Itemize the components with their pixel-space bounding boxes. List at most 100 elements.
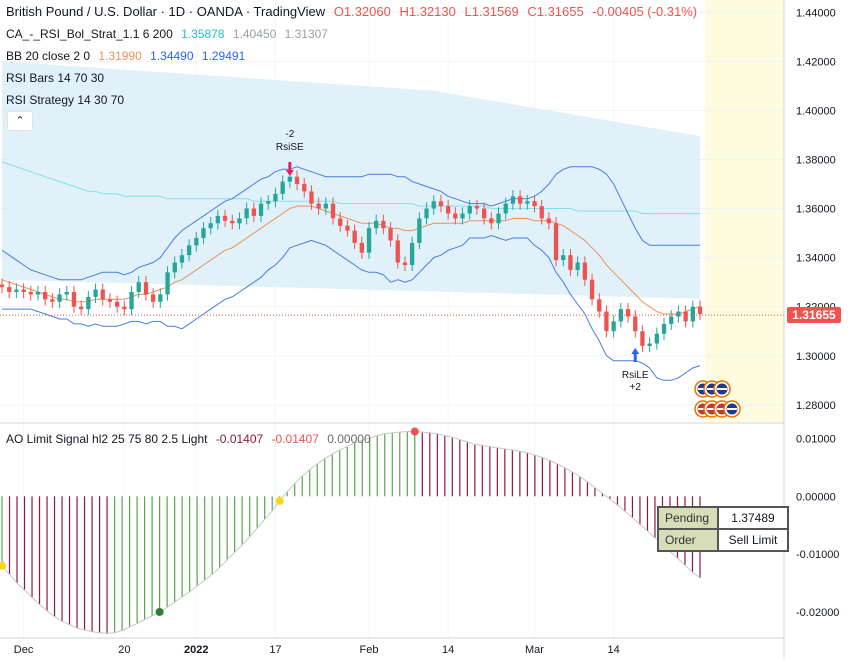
legend-ao-v3: 0.00000	[327, 432, 371, 446]
legend-rsi-bars[interactable]: RSI Bars 14 70 30	[6, 70, 109, 86]
candle-body	[122, 306, 127, 310]
ao-tick-2: 0.00000	[796, 491, 836, 503]
candle-body	[35, 292, 41, 295]
candle-body	[345, 225, 350, 231]
short-arrow-icon	[285, 162, 294, 176]
candle-body	[410, 242, 415, 265]
ohlc-close: C1.31655	[527, 4, 584, 19]
candle-body	[64, 292, 69, 295]
legend-rsi-strategy[interactable]: RSI Strategy 14 30 70	[6, 92, 129, 108]
candle-body	[647, 343, 652, 346]
candle-body	[294, 176, 300, 185]
time-tick-2: 2022	[184, 644, 208, 656]
candle-body	[697, 306, 703, 315]
candle-body	[690, 306, 695, 322]
candle-body	[402, 262, 408, 265]
order-pending-label: Pending	[657, 506, 719, 530]
price-tick-8: 1.44000	[796, 7, 836, 19]
event-flags	[694, 380, 741, 418]
candle-body	[244, 208, 249, 219]
candle-body	[661, 323, 667, 334]
candle-body	[510, 196, 516, 204]
legend-ca-v2: 1.40450	[232, 27, 277, 41]
candle-body	[633, 316, 638, 332]
price-tick-1: 1.30000	[796, 351, 836, 363]
candle-body	[158, 294, 163, 302]
candle-body	[611, 321, 616, 332]
candle-body	[532, 201, 537, 207]
candle-body	[460, 213, 465, 219]
candle-body	[366, 228, 372, 253]
candle-body	[553, 223, 559, 261]
long-arrow-icon	[631, 348, 640, 362]
candle-body	[28, 292, 33, 295]
candle-body	[208, 223, 213, 229]
candle-body	[388, 228, 393, 241]
candle-body	[589, 279, 595, 300]
candle-body	[604, 311, 609, 332]
price-tick-0: 1.28000	[796, 400, 836, 412]
ma200-line	[1, 161, 700, 214]
legend-bb-name: BB 20 close 2 0	[6, 49, 91, 63]
long-signal-count: +2	[630, 382, 642, 393]
legend-rsi-bars-name: RSI Bars 14 70 30	[6, 71, 105, 85]
short-signal-label: RsiSE	[276, 142, 304, 153]
candle-body	[165, 272, 170, 295]
candle-body	[330, 203, 336, 219]
legend-bb-lower: 1.29491	[201, 49, 246, 63]
legend-ca-v1: 1.35878	[181, 27, 225, 41]
legend-bb[interactable]: BB 20 close 2 0 1.31990 1.34490 1.29491	[6, 48, 250, 64]
candle-body	[374, 220, 379, 229]
price-tick-4: 1.36000	[796, 204, 836, 216]
bollinger-bands	[1, 61, 701, 381]
time-tick-4: Feb	[360, 644, 379, 656]
candle-body	[21, 289, 26, 292]
last-price-tag: 1.31655	[787, 307, 841, 324]
time-tick-7: 14	[608, 644, 620, 656]
strategy-envelope	[2, 61, 700, 299]
event-flag-stripe	[727, 408, 737, 410]
candle-body	[93, 289, 98, 297]
event-flag-stripe	[707, 408, 717, 410]
candle-body	[258, 203, 264, 216]
ao-signal-dot	[0, 561, 6, 570]
candle-body	[230, 220, 235, 224]
candle-body	[568, 255, 573, 270]
ohlc-change: -0.00405 (-0.31%)	[592, 4, 698, 19]
order-type-label: Order	[657, 528, 719, 552]
candle-body	[503, 203, 508, 214]
legend-ca-name: CA_-_RSI_Bol_Strat_1.1 6 200	[6, 27, 173, 41]
candle-body	[71, 292, 77, 307]
legend-bb-upper: 1.34490	[150, 49, 194, 63]
price-tick-3: 1.34000	[796, 253, 836, 265]
legend-ao-v1: -0.01407	[215, 432, 264, 446]
candle-body	[474, 206, 480, 209]
candle-body	[0, 284, 5, 288]
candle-body	[438, 201, 444, 207]
ohlc-low: L1.31569	[464, 4, 519, 19]
short-signal-count: -2	[285, 129, 294, 140]
candle-body	[489, 218, 494, 224]
legend-ca[interactable]: CA_-_RSI_Bol_Strat_1.1 6 200 1.35878 1.4…	[6, 26, 333, 42]
event-flag-stripe	[698, 408, 708, 410]
order-row-pending: Pending 1.37489	[657, 506, 789, 530]
candle-body	[86, 296, 91, 310]
ohlc-open: O1.32060	[333, 4, 391, 19]
legend-ao[interactable]: AO Limit Signal hl2 25 75 80 2.5 Light -…	[6, 431, 376, 447]
candle-body	[395, 240, 400, 263]
candle-body	[251, 208, 256, 216]
collapse-legend-button[interactable]: ⌃	[7, 111, 33, 131]
bb-basis-line	[1, 205, 701, 315]
candle-body	[546, 218, 551, 224]
candle-body	[266, 201, 271, 204]
candle-body	[618, 309, 623, 322]
candle-body	[194, 238, 199, 246]
candle-body	[640, 331, 645, 346]
ao-tick-0: -0.02000	[796, 607, 839, 619]
legend-ao-v2: -0.01407	[271, 432, 319, 446]
symbol-title: British Pound / U.S. Dollar · 1D · OANDA…	[6, 4, 326, 19]
price-tick-7: 1.42000	[796, 56, 836, 68]
candle-body	[14, 289, 19, 292]
